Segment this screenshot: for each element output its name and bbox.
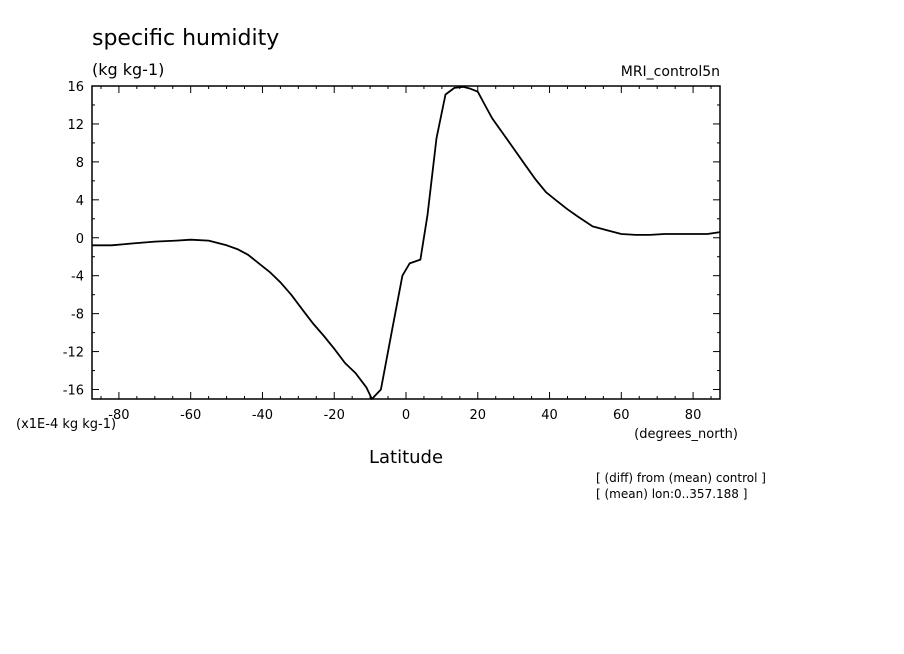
x-tick-label: 80 xyxy=(685,408,702,423)
y-tick-label: -12 xyxy=(63,346,84,361)
y-tick-label: 0 xyxy=(76,232,84,247)
y-tick-label: 4 xyxy=(76,194,84,209)
y-tick-label: -16 xyxy=(63,384,84,399)
y-tick-label: 8 xyxy=(76,156,84,171)
x-tick-label: -20 xyxy=(324,408,345,423)
x-tick-label: 60 xyxy=(613,408,630,423)
note-line-1: [ (diff) from (mean) control ] xyxy=(596,471,766,485)
chart-units: (kg kg-1) xyxy=(92,60,164,79)
chart-title: specific humidity xyxy=(92,26,279,51)
scale-label: (x1E-4 kg kg-1) xyxy=(16,417,116,432)
y-tick-label: 12 xyxy=(67,118,84,133)
x-tick-label: -40 xyxy=(252,408,273,423)
y-tick-label: -8 xyxy=(71,308,84,323)
x-tick-label: 0 xyxy=(402,408,410,423)
x-tick-label: 20 xyxy=(469,408,486,423)
y-tick-label: -4 xyxy=(71,270,84,285)
dataset-label: MRI_control5n xyxy=(621,64,720,80)
y-tick-label: 16 xyxy=(67,80,84,95)
x-axis-label: Latitude xyxy=(369,447,443,468)
x-axis-units: (degrees_north) xyxy=(634,427,738,442)
x-tick-label: 40 xyxy=(541,408,558,423)
series-line xyxy=(92,86,721,400)
plot-frame xyxy=(91,85,721,400)
x-tick-label: -60 xyxy=(180,408,201,423)
note-line-2: [ (mean) lon:0..357.188 ] xyxy=(596,487,747,501)
x-tick-label: -80 xyxy=(108,408,129,423)
